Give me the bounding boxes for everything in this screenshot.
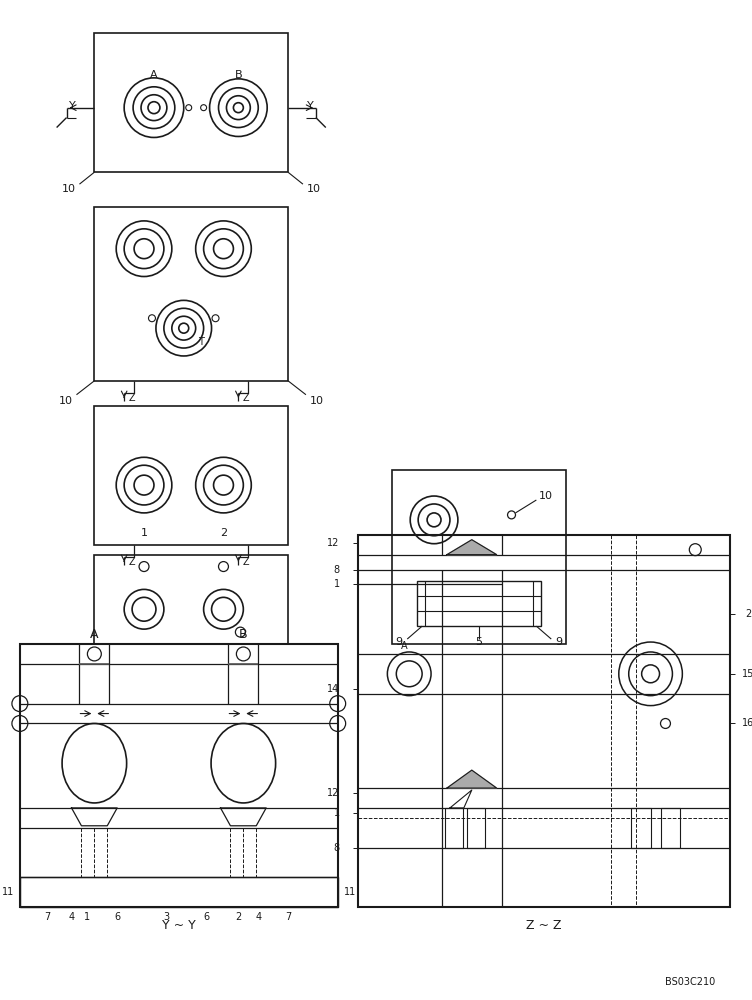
Text: 10: 10 bbox=[307, 184, 321, 194]
Text: 6: 6 bbox=[204, 912, 210, 922]
Polygon shape bbox=[71, 808, 117, 826]
Bar bbox=[445, 808, 462, 848]
Text: 7: 7 bbox=[44, 912, 51, 922]
Text: 2: 2 bbox=[744, 609, 751, 619]
Text: T: T bbox=[198, 337, 204, 347]
Text: 11: 11 bbox=[2, 887, 14, 897]
Bar bbox=[94, 33, 288, 172]
Polygon shape bbox=[450, 790, 472, 808]
Text: 10: 10 bbox=[59, 396, 72, 406]
Bar bbox=[393, 470, 566, 644]
Text: 6: 6 bbox=[114, 912, 120, 922]
Bar bbox=[467, 808, 485, 848]
Bar bbox=[20, 644, 338, 907]
Text: A: A bbox=[90, 628, 99, 641]
Text: A: A bbox=[401, 641, 408, 651]
Text: B: B bbox=[239, 628, 247, 641]
Text: 9: 9 bbox=[396, 637, 403, 647]
Text: 1: 1 bbox=[334, 579, 340, 589]
Text: 4: 4 bbox=[255, 912, 261, 922]
Text: 12: 12 bbox=[327, 538, 340, 548]
Text: Z: Z bbox=[129, 557, 135, 567]
Text: 3: 3 bbox=[164, 912, 170, 922]
Bar bbox=[94, 406, 288, 545]
Text: 2: 2 bbox=[235, 912, 241, 922]
Polygon shape bbox=[220, 808, 266, 826]
Text: 16: 16 bbox=[741, 718, 752, 728]
Text: 1: 1 bbox=[141, 528, 147, 538]
Text: 1: 1 bbox=[84, 912, 90, 922]
Text: 2: 2 bbox=[220, 528, 227, 538]
Bar bbox=[20, 877, 338, 907]
Text: 5: 5 bbox=[475, 637, 482, 647]
Text: 9: 9 bbox=[556, 637, 562, 647]
Bar bbox=[660, 808, 681, 848]
Polygon shape bbox=[447, 770, 496, 788]
Text: Z: Z bbox=[243, 393, 250, 403]
Bar bbox=[417, 581, 541, 626]
Text: Y: Y bbox=[307, 101, 314, 111]
Text: 8: 8 bbox=[334, 565, 340, 575]
Text: Y ~ Y: Y ~ Y bbox=[162, 919, 196, 932]
Text: 14: 14 bbox=[327, 684, 340, 694]
Text: 10: 10 bbox=[310, 396, 324, 406]
Text: 10: 10 bbox=[539, 491, 553, 501]
Text: 12: 12 bbox=[327, 788, 340, 798]
Bar bbox=[94, 207, 288, 381]
Text: A: A bbox=[150, 70, 158, 80]
Text: BS03C210: BS03C210 bbox=[665, 977, 715, 987]
Text: 11: 11 bbox=[344, 887, 356, 897]
Text: Z ~ Z: Z ~ Z bbox=[526, 919, 561, 932]
Polygon shape bbox=[447, 540, 496, 555]
Text: 10: 10 bbox=[62, 184, 75, 194]
Text: 15: 15 bbox=[741, 669, 752, 679]
Text: 8: 8 bbox=[334, 843, 340, 853]
Text: 7: 7 bbox=[285, 912, 291, 922]
Bar bbox=[357, 535, 730, 907]
Text: 1: 1 bbox=[334, 808, 340, 818]
Bar bbox=[631, 808, 650, 848]
Bar bbox=[94, 555, 288, 644]
Text: Z: Z bbox=[129, 393, 135, 403]
Text: Z: Z bbox=[243, 557, 250, 567]
Text: Y: Y bbox=[69, 101, 76, 111]
Text: 4: 4 bbox=[68, 912, 74, 922]
Text: B: B bbox=[235, 70, 242, 80]
